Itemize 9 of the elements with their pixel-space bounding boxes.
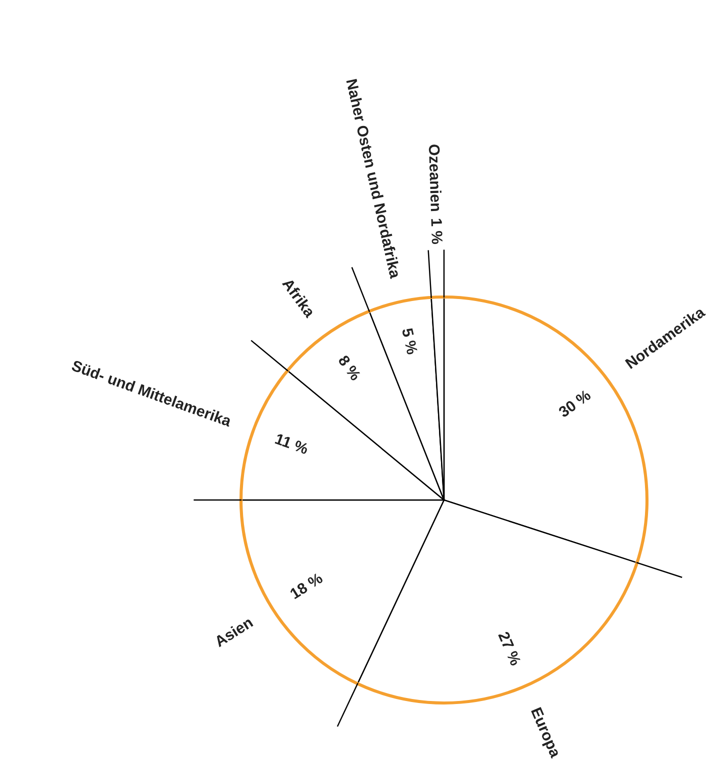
slice-label: Naher Osten und Nordafrika [346,78,402,280]
data-label: 27 % [498,630,522,666]
data-label: 18 % [289,572,324,600]
data-label: 11 % [274,433,310,454]
data-label: 8 % [338,354,362,382]
slice-label: Ozeanien [428,144,442,212]
data-label: 5 % [402,328,418,355]
data-label: 1 % [431,218,443,244]
data-label: 30 % [558,389,592,418]
